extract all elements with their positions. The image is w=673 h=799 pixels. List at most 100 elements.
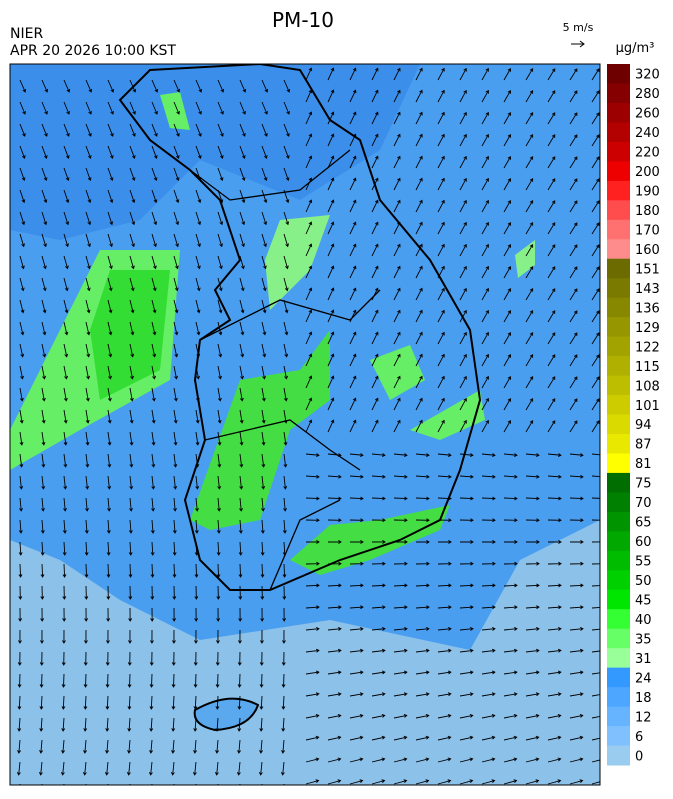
wind-arrow (327, 692, 342, 697)
wind-arrow (503, 692, 518, 697)
wind-arrow (327, 779, 342, 785)
wind-arrow (217, 497, 221, 512)
wind-arrow (195, 189, 202, 204)
wind-arrow (193, 673, 198, 688)
wind-arrow (327, 199, 335, 213)
wind-arrow (481, 221, 489, 235)
wind-arrow (525, 222, 534, 235)
wind-arrow (437, 375, 445, 389)
wind-arrow (40, 607, 45, 622)
wind-arrow (128, 607, 133, 622)
wind-arrow (305, 692, 320, 697)
wind-arrow (62, 607, 67, 622)
wind-arrow (107, 189, 114, 204)
wind-arrow (127, 695, 132, 710)
wind-arrow (85, 321, 91, 336)
wind-arrow (261, 255, 267, 270)
wind-arrow (261, 101, 268, 115)
wind-arrow (129, 321, 135, 336)
wind-arrow (129, 79, 137, 93)
wind-arrow (259, 717, 264, 732)
wind-arrow (171, 695, 176, 710)
wind-arrow (327, 714, 342, 719)
wind-arrow (459, 177, 467, 191)
wind-arrow (214, 761, 219, 776)
wind-arrow (126, 761, 131, 776)
wind-arrow (261, 497, 265, 512)
wind-arrow (437, 177, 445, 191)
wind-arrow (85, 299, 91, 314)
wind-arrow (349, 221, 357, 235)
wind-arrow (283, 431, 288, 446)
wind-arrow (19, 321, 25, 336)
wind-arrow (415, 67, 423, 81)
wind-arrow (173, 409, 178, 424)
wind-arrow (193, 739, 197, 754)
wind-arrow (327, 627, 342, 631)
wind-arrow (591, 156, 600, 169)
wind-arrow (371, 735, 386, 741)
wind-arrow (194, 585, 199, 600)
wind-arrow (107, 211, 114, 226)
wind-arrow (150, 541, 155, 556)
wind-arrow (569, 288, 578, 301)
wind-arrow (437, 419, 445, 433)
wind-arrow (525, 692, 540, 697)
wind-arrow (591, 453, 600, 456)
wind-arrow (569, 453, 584, 457)
wind-arrow (415, 692, 430, 697)
wind-arrow (525, 605, 540, 610)
legend-label: 101 (635, 399, 660, 414)
wind-arrow (129, 365, 134, 380)
wind-arrow (349, 287, 357, 301)
legend-label: 60 (635, 535, 652, 550)
wind-arrow (393, 155, 401, 169)
wind-arrow (547, 779, 562, 785)
wind-arrow (62, 519, 67, 534)
wind-arrow (107, 145, 114, 159)
wind-arrow (349, 397, 357, 411)
wind-arrow (481, 474, 496, 479)
legend-swatch (607, 122, 630, 143)
wind-arrow (151, 233, 157, 248)
wind-arrow (85, 189, 92, 204)
wind-arrow (503, 735, 518, 741)
wind-arrow (305, 221, 313, 235)
wind-arrow (107, 409, 112, 424)
wind-arrow (107, 321, 113, 336)
wind-arrow (481, 177, 489, 191)
wind-arrow (371, 714, 386, 719)
wind-arrow (239, 783, 241, 785)
wind-arrow (327, 735, 342, 741)
wind-arrow (193, 717, 198, 732)
wind-arrow (281, 739, 285, 754)
wind-arrow (261, 431, 266, 446)
wind-arrow (85, 211, 92, 226)
legend-label: 320 (635, 68, 660, 83)
wind-arrow (371, 474, 386, 479)
wind-arrow (85, 233, 91, 248)
wind-arrow (525, 310, 534, 323)
wind-arrow (106, 607, 111, 622)
wind-arrow (149, 695, 154, 710)
wind-arrow (39, 673, 44, 688)
wind-arrow (481, 353, 489, 367)
wind-arrow (195, 79, 203, 93)
legend-label: 6 (635, 730, 643, 745)
wind-arrow (481, 735, 496, 741)
wind-arrow (569, 714, 584, 719)
wind-arrow (569, 670, 584, 675)
wind-arrow (591, 628, 600, 631)
wind-arrow (261, 387, 266, 402)
wind-arrow (569, 310, 578, 323)
wind-arrow (105, 739, 109, 754)
legend-swatch (607, 141, 630, 162)
wind-arrow (481, 397, 489, 411)
wind-arrow (239, 277, 245, 292)
wind-arrow (459, 331, 467, 345)
wind-arrow (236, 761, 241, 776)
wind-arrow (393, 583, 408, 588)
wind-arrow (349, 89, 357, 103)
wind-arrow (151, 365, 156, 380)
wind-arrow (283, 167, 290, 182)
